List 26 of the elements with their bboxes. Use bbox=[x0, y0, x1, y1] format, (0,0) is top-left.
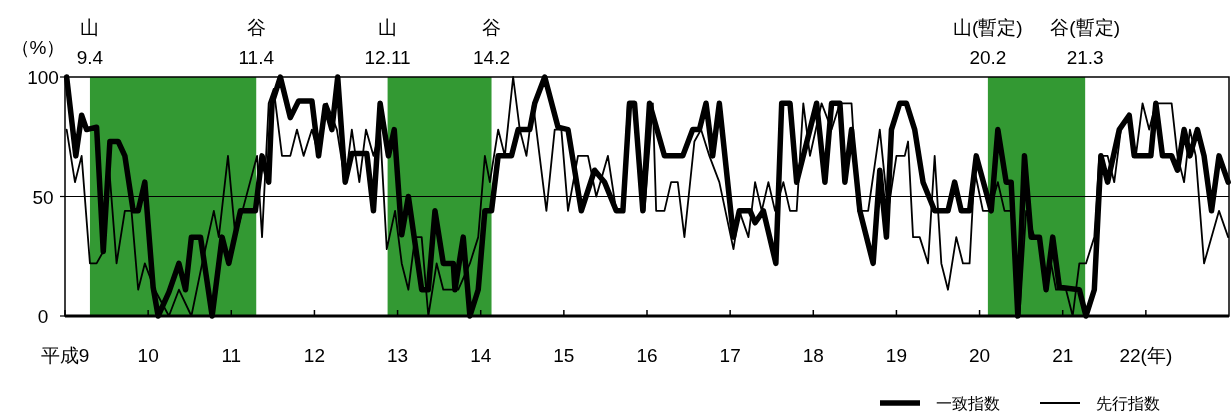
x-tick-label: 16 bbox=[636, 345, 658, 366]
y-tick-label: 50 bbox=[32, 186, 54, 208]
annotation: 谷(暫定) 21.3 bbox=[1050, 17, 1120, 68]
annotation: 谷 14.2 bbox=[473, 17, 511, 68]
y-axis-title: （%） bbox=[10, 37, 66, 58]
x-tick-label: 11 bbox=[221, 345, 242, 366]
legend-label: 一致指数 bbox=[936, 395, 1000, 412]
annotation: 山(暫定) 20.2 bbox=[953, 17, 1023, 68]
y-tick-label: 0 bbox=[37, 306, 49, 327]
annotation: 山 12.11 bbox=[364, 17, 411, 68]
y-tick-label: 100 bbox=[27, 67, 59, 88]
x-tick-label: 19 bbox=[885, 345, 907, 366]
x-tick-label: 22(年) bbox=[1119, 345, 1173, 366]
x-tick-label: 10 bbox=[137, 345, 159, 366]
annotation: 山 9.4 bbox=[76, 17, 104, 68]
legend-label: 先行指数 bbox=[1096, 395, 1160, 412]
x-tick-label: 13 bbox=[387, 345, 409, 366]
x-tick-label: 12 bbox=[303, 345, 325, 366]
x-tick-label: 21 bbox=[1052, 345, 1074, 366]
x-tick-label: 18 bbox=[802, 345, 824, 366]
x-tick-label: 平成9 bbox=[40, 345, 90, 366]
x-tick-label: 20 bbox=[969, 345, 991, 366]
x-tick-label: 15 bbox=[553, 345, 575, 366]
x-tick-label: 14 bbox=[470, 345, 492, 366]
annotation: 谷 11.4 bbox=[238, 17, 275, 68]
x-tick-label: 17 bbox=[719, 345, 741, 366]
